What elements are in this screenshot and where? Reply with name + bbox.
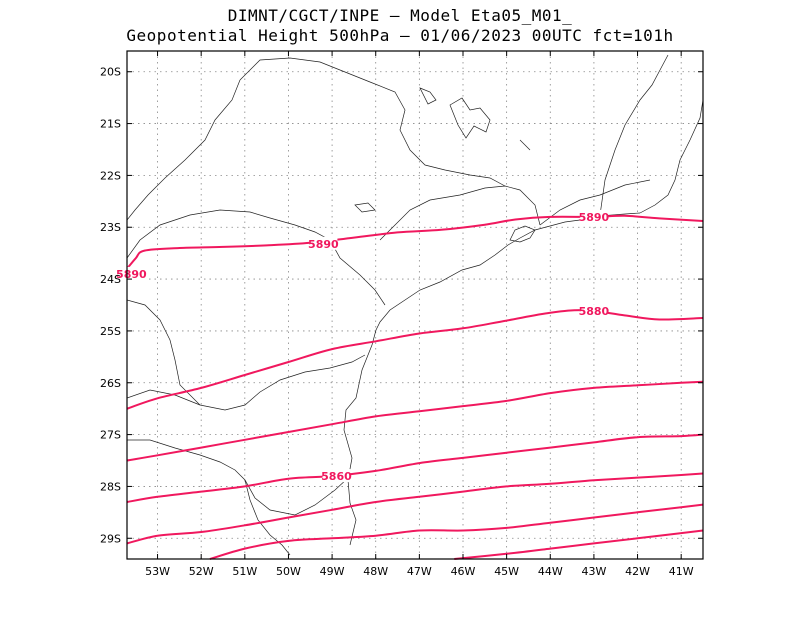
contour-label-bg — [322, 469, 351, 483]
y-tick-label: 21S — [100, 118, 121, 131]
contour-label-bg — [579, 209, 608, 223]
map-title-line2: Geopotential Height 500hPa – 01/06/2023 … — [126, 26, 674, 45]
ilha-grande — [519, 139, 531, 151]
border-ms-sp — [126, 79, 241, 221]
atlantic-coastline — [343, 212, 641, 546]
contour-5840 — [209, 503, 704, 560]
contour-5830 — [454, 529, 704, 560]
reservoir-small — [419, 87, 437, 105]
border-argentina — [244, 479, 291, 556]
baia-guanabara — [509, 225, 536, 243]
y-tick-label: 20S — [100, 66, 121, 79]
y-tick-label: 23S — [100, 221, 121, 234]
x-tick-label: 44W — [538, 565, 563, 578]
border-sp-mg — [379, 185, 541, 241]
height-contours — [126, 214, 704, 560]
x-tick-label: 48W — [363, 565, 388, 578]
contour-label: 5860 — [321, 470, 352, 483]
x-tick-label: 51W — [232, 565, 257, 578]
contour-labels: 5890 5890 5890 5880 5860 — [116, 209, 610, 483]
y-tick-label: 22S — [100, 169, 121, 182]
contour-5860 — [126, 433, 704, 503]
x-tick-label: 52W — [189, 565, 214, 578]
contour-label-bg — [579, 304, 608, 318]
x-tick-label: 50W — [276, 565, 301, 578]
y-tick-label: 29S — [100, 532, 121, 545]
contour-label-bg — [117, 266, 146, 280]
border-mg-upper — [239, 57, 506, 187]
x-tick-label: 42W — [625, 565, 650, 578]
x-tick-label: 41W — [669, 565, 694, 578]
x-tick-label: 53W — [145, 565, 170, 578]
coastlines — [126, 54, 704, 556]
map-title-line1: DIMNT/CGCT/INPE – Model Eta05_M01_ — [227, 6, 573, 25]
y-tick-label: 25S — [100, 325, 121, 338]
coast-rio-to-espirito-santo — [639, 99, 704, 214]
axis-ticks: 53W 52W 51W 50W 49W 48W 47W 46W 45W 44W 43W 42W 41W 2… — [100, 51, 703, 578]
map-frame — [126, 50, 704, 560]
x-tick-label: 43W — [581, 565, 606, 578]
contour-label: 5890 — [308, 238, 339, 251]
contour-5850 — [126, 472, 704, 545]
contour-label: 5890 — [116, 268, 147, 281]
contour-5890 — [126, 214, 704, 270]
y-tick-label: 28S — [100, 480, 121, 493]
y-tick-label: 26S — [100, 377, 121, 390]
contour-5880 — [126, 309, 704, 410]
x-tick-label: 45W — [494, 565, 519, 578]
y-tick-label: 27S — [100, 429, 121, 442]
x-tick-label: 46W — [451, 565, 476, 578]
contour-label: 5890 — [579, 211, 610, 224]
y-tick-label: 24S — [100, 273, 121, 286]
border-pr-sc — [126, 354, 366, 411]
x-tick-label: 49W — [320, 565, 345, 578]
grid-lines — [127, 51, 703, 559]
border-mg-es — [599, 54, 669, 216]
reservoir-piracicaba — [354, 202, 376, 213]
border-sp-pr — [126, 209, 386, 306]
contour-label-bg — [309, 236, 338, 250]
border-rj-mg — [539, 179, 651, 226]
reservoir-furnas — [449, 97, 491, 139]
border-paraguay — [126, 299, 201, 406]
contour-5870 — [126, 380, 704, 462]
x-tick-label: 47W — [407, 565, 432, 578]
contour-label: 5880 — [579, 305, 610, 318]
